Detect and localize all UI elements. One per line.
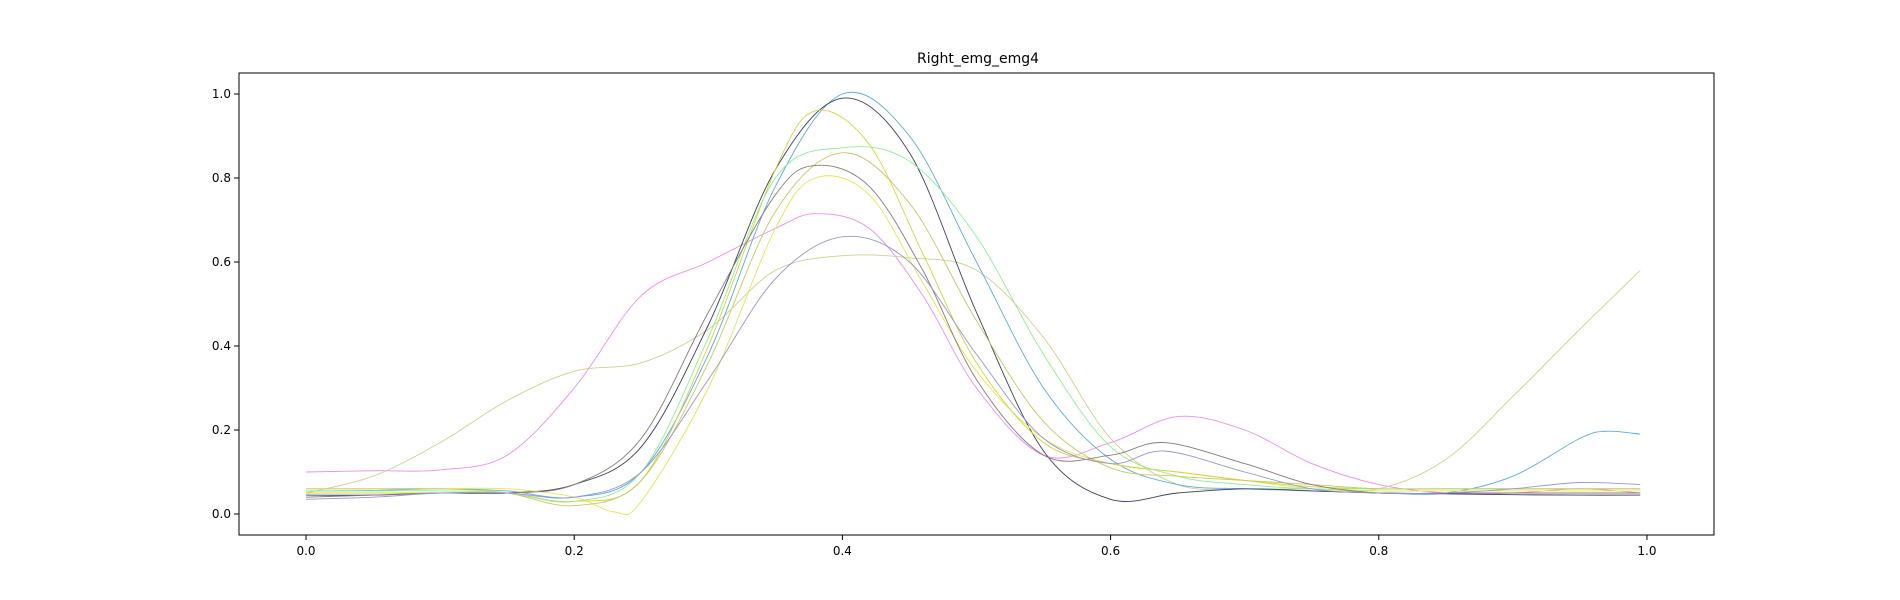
y-tick-label-2: 0.4 — [212, 339, 231, 353]
series-line-2 — [305, 254, 1641, 494]
series-line-3 — [306, 91, 1641, 499]
series-line-9 — [306, 164, 1641, 498]
x-tick-label-1: 0.2 — [565, 544, 584, 558]
y-tick-label-4: 0.8 — [212, 171, 231, 185]
series-line-5 — [306, 175, 1641, 516]
series-layer — [305, 91, 1641, 516]
series-line-4 — [306, 97, 1641, 502]
x-axis: 0.0 0.2 0.4 0.6 0.8 1.0 — [296, 535, 1657, 558]
x-tick-label-5: 1.0 — [1637, 544, 1656, 558]
x-tick-label-3: 0.6 — [1101, 544, 1120, 558]
x-tick-label-0: 0.0 — [296, 544, 315, 558]
chart-title: Right_emg_emg4 — [917, 51, 1039, 67]
y-tick-label-1: 0.2 — [212, 423, 231, 437]
series-line-10 — [306, 235, 1641, 500]
x-tick-label-4: 0.8 — [1369, 544, 1388, 558]
y-tick-label-5: 1.0 — [212, 87, 231, 101]
x-tick-label-2: 0.4 — [833, 544, 852, 558]
y-axis: 0.0 0.2 0.4 0.6 0.8 1.0 — [212, 87, 239, 521]
plot-frame — [238, 72, 1715, 536]
series-line-6 — [306, 109, 1641, 503]
y-tick-label-0: 0.0 — [212, 507, 231, 521]
series-line-8 — [306, 152, 1641, 507]
y-tick-label-3: 0.6 — [212, 255, 231, 269]
series-line-7 — [306, 146, 1641, 503]
